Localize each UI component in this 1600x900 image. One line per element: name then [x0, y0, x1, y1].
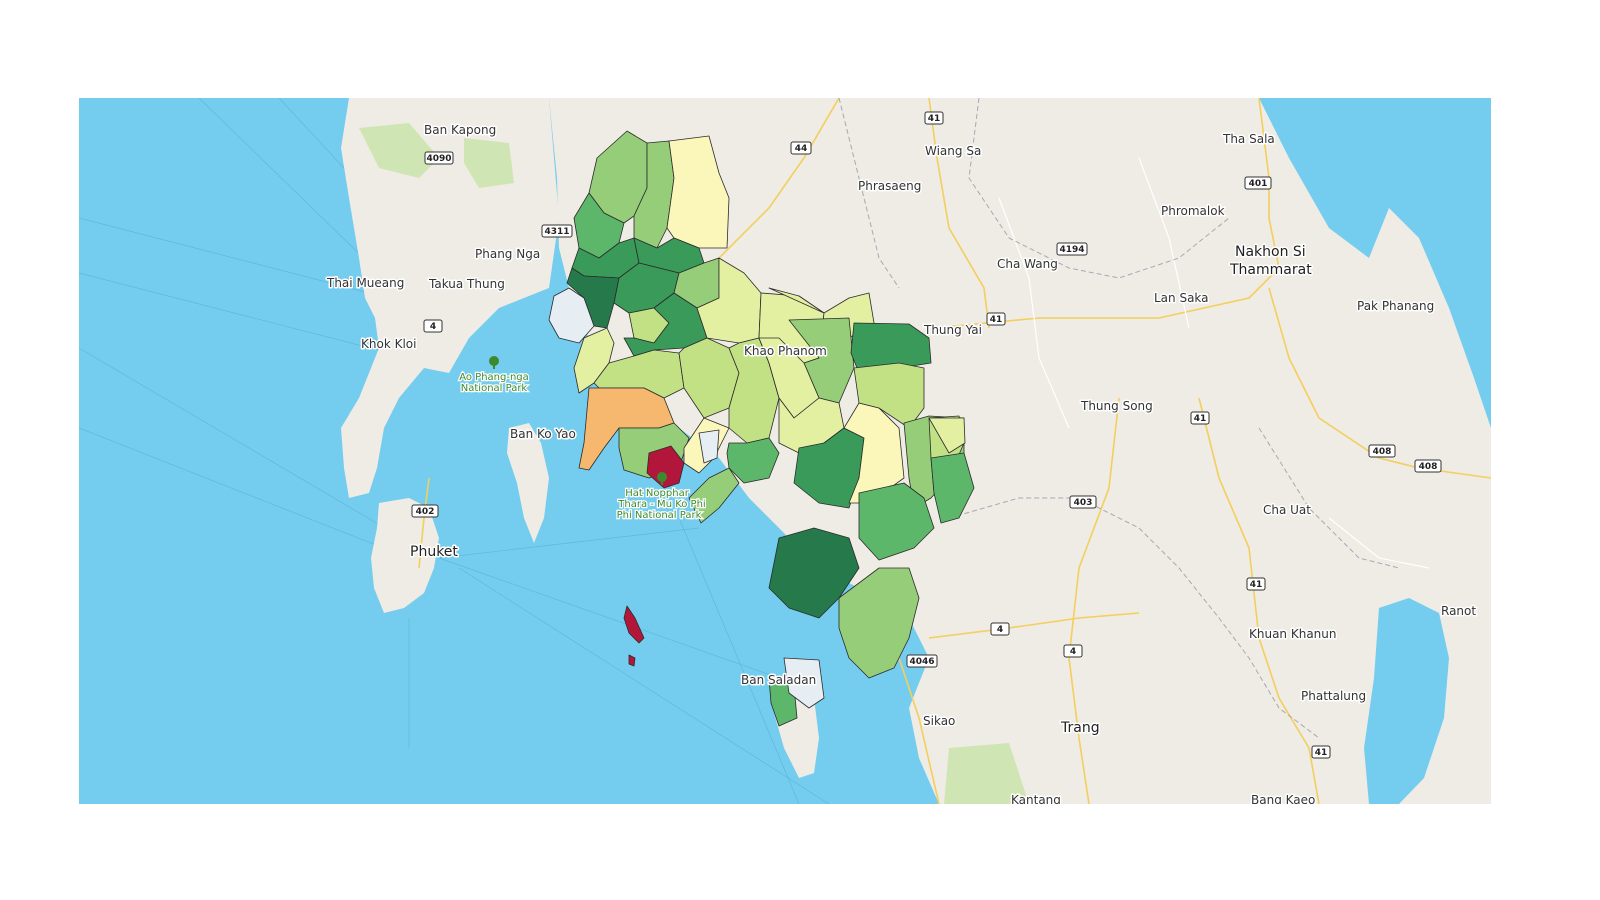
svg-text:41: 41 [928, 114, 941, 124]
district-3[interactable] [666, 135, 730, 249]
label-takua-thung: Takua Thung [428, 277, 505, 291]
svg-text:41: 41 [1315, 748, 1328, 758]
district-32[interactable] [853, 362, 925, 429]
province-boundaries [838, 98, 1400, 739]
label-sikao: Sikao [923, 714, 955, 728]
district-27[interactable] [850, 322, 932, 374]
label-cha-wang: Cha Wang [997, 257, 1058, 271]
label-ranot: Ranot [1441, 604, 1476, 618]
district-10[interactable] [548, 287, 595, 344]
svg-text:4046: 4046 [909, 657, 934, 667]
park-area-2 [464, 138, 514, 188]
district-35[interactable] [930, 452, 975, 524]
label-trang: Trang [1060, 720, 1100, 736]
svg-text:4194: 4194 [1059, 245, 1084, 255]
park-markers: Ao Phang-nga National Park Hat Nopphar T… [458, 356, 707, 522]
svg-text:41: 41 [1194, 414, 1207, 424]
land-phuket [371, 498, 439, 613]
district-44[interactable] [783, 657, 825, 709]
svg-text:41: 41 [1250, 580, 1263, 590]
svg-text:408: 408 [1373, 447, 1392, 457]
tree-icon [489, 356, 499, 369]
park-area-1 [359, 123, 439, 178]
park-area-3 [944, 743, 1029, 804]
label-khuan-khanun: Khuan Khanun [1249, 627, 1337, 641]
label-ao-phang-nga: Ao Phang-nga [459, 372, 529, 383]
label-hat-noppharat-3: Phi National Park [617, 510, 702, 521]
land-west [341, 98, 559, 498]
svg-text:4090: 4090 [426, 154, 451, 164]
svg-text:402: 402 [416, 507, 435, 517]
district-38[interactable] [838, 567, 920, 679]
svg-text:403: 403 [1074, 498, 1093, 508]
svg-text:401: 401 [1249, 179, 1268, 189]
place-labels: Ban Kapong Tha Sala Wiang Sa Phrasaeng P… [325, 122, 1478, 805]
label-lan-saka: Lan Saka [1154, 291, 1209, 305]
district-40[interactable] [698, 429, 720, 464]
svg-text:4: 4 [997, 625, 1003, 635]
land-east [549, 98, 1491, 804]
label-pak-phanang: Pak Phanang [1357, 299, 1434, 313]
label-bang-kaeo: Bang Kaeo [1251, 793, 1315, 804]
label-hat-noppharat: Hat Nopphar [625, 488, 690, 499]
land-ko-yao [507, 423, 549, 543]
label-wiang-sa: Wiang Sa [925, 144, 981, 158]
svg-text:4: 4 [430, 322, 436, 332]
label-phrasaeng: Phrasaeng [858, 179, 921, 193]
label-thung-song: Thung Song [1080, 399, 1153, 413]
label-cha-uat: Cha Uat [1263, 503, 1311, 517]
svg-text:41: 41 [990, 315, 1003, 325]
map-frame[interactable]: 4090 44 41 401 4311 4194 4 41 41 41 402 … [79, 98, 1491, 804]
label-thung-yai: Thung Yai [923, 323, 982, 337]
label-ban-kapong: Ban Kapong [424, 123, 496, 137]
lake-songkhla [1364, 598, 1449, 804]
label-ban-ko-yao: Ban Ko Yao [510, 427, 576, 441]
map-canvas[interactable]: 4090 44 41 401 4311 4194 4 41 41 41 402 … [79, 98, 1491, 804]
district-41[interactable] [623, 605, 645, 644]
label-nakhon-si: Nakhon Si [1235, 244, 1306, 260]
district-23[interactable] [688, 467, 740, 524]
label-hat-noppharat-2: Thara - Mu Ko Phi [617, 499, 705, 510]
district-42[interactable] [628, 654, 636, 667]
road-shields: 4090 44 41 401 4311 4194 4 41 41 41 402 … [411, 111, 1442, 759]
label-phang-nga: Phang Nga [475, 247, 540, 261]
label-phromalok: Phromalok [1161, 204, 1225, 218]
label-thammarat: Thammarat [1229, 262, 1312, 278]
tree-icon [657, 472, 667, 485]
label-khok-kloi: Khok Kloi [361, 337, 416, 351]
choropleth-districts[interactable] [548, 130, 975, 727]
district-24[interactable] [726, 437, 780, 484]
label-tha-sala: Tha Sala [1222, 132, 1275, 146]
label-phuket: Phuket [410, 544, 458, 560]
district-39[interactable] [928, 417, 966, 454]
district-36[interactable] [858, 482, 935, 561]
label-phattalung: Phattalung [1301, 689, 1366, 703]
ferry-lines [79, 98, 830, 804]
svg-text:408: 408 [1419, 462, 1438, 472]
label-ban-saladan: Ban Saladan [741, 673, 816, 687]
svg-text:4311: 4311 [544, 227, 569, 237]
svg-text:4: 4 [1070, 647, 1076, 657]
label-kantang: Kantang [1011, 793, 1061, 804]
label-ao-phang-nga-park: National Park [461, 383, 528, 394]
label-khao-phanom: Khao Phanom [744, 344, 827, 358]
svg-text:44: 44 [795, 144, 808, 154]
label-thai-mueang: Thai Mueang [326, 276, 404, 290]
district-21[interactable] [646, 445, 685, 489]
